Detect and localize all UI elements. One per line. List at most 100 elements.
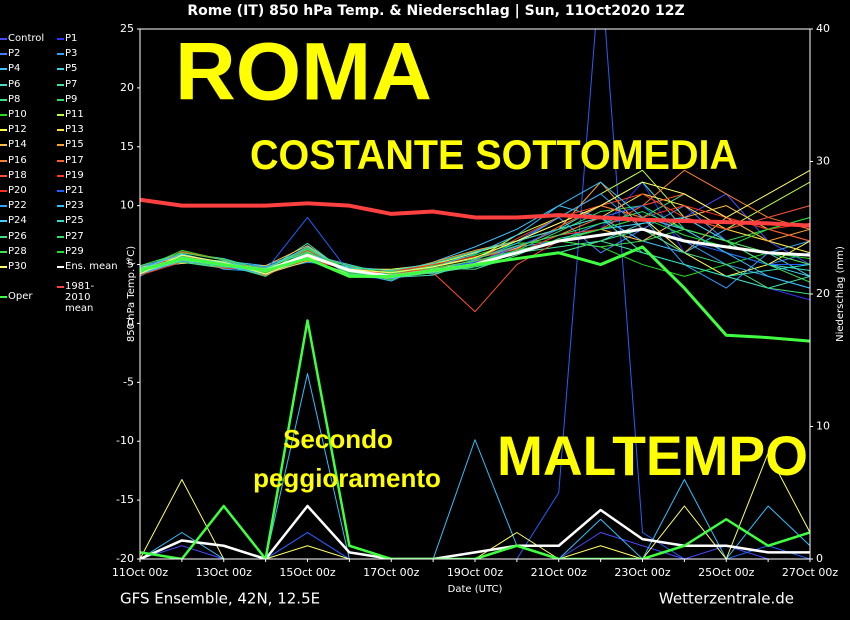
legend-item: P20 <box>0 185 27 196</box>
legend-item: Oper <box>0 291 32 302</box>
legend-item: P11 <box>57 109 84 120</box>
legend-item: P1 <box>57 33 77 44</box>
temp-line <box>140 193 810 289</box>
legend-label: P10 <box>8 109 27 120</box>
legend-item: 1981-2010 mean <box>57 281 119 314</box>
legend-label: Oper <box>8 291 33 303</box>
legend-item: P15 <box>57 139 84 150</box>
legend-swatch <box>57 285 64 288</box>
legend-item: P26 <box>0 231 27 242</box>
x-tick-label: 27Oct 00z <box>782 566 839 579</box>
y-tick-label: -5 <box>123 375 134 388</box>
series-layer <box>140 29 810 559</box>
legend-item: P23 <box>57 200 84 211</box>
legend-item: P22 <box>0 200 27 211</box>
x-tick-label: 15Oct 00z <box>279 566 336 579</box>
precip-line <box>140 319 810 559</box>
legend-label: P15 <box>65 139 84 151</box>
legend-label: P25 <box>65 215 84 227</box>
legend-item: P21 <box>57 185 84 196</box>
y2-tick-label: 30 <box>816 155 830 168</box>
legend-swatch <box>0 220 7 223</box>
temp-line <box>140 181 810 289</box>
legend-item: P29 <box>57 246 84 257</box>
legend-item: P14 <box>0 139 27 150</box>
legend-swatch <box>57 190 64 192</box>
legend-label: P9 <box>65 93 78 105</box>
legend-swatch <box>57 174 64 177</box>
temp-line <box>140 197 810 228</box>
legend-swatch <box>57 68 64 71</box>
legend-label: P24 <box>8 215 27 227</box>
temp-line <box>140 228 810 283</box>
legend-label: P16 <box>8 154 27 166</box>
legend-label: P8 <box>8 93 21 105</box>
legend-label: P7 <box>65 78 78 90</box>
legend-label: P14 <box>8 139 27 151</box>
legend-label: P27 <box>65 230 84 242</box>
legend-swatch <box>0 174 7 177</box>
legend-label: P4 <box>8 63 21 75</box>
legend-swatch <box>0 114 7 116</box>
legend-item: P18 <box>0 170 27 181</box>
legend-item: Control <box>0 33 44 44</box>
legend-label: Ens. mean <box>65 261 118 272</box>
legend-item: P3 <box>57 48 77 59</box>
legend-item: P7 <box>57 79 77 90</box>
legend-swatch <box>0 53 7 56</box>
legend-label: P22 <box>8 200 27 212</box>
legend-item: P5 <box>57 63 77 74</box>
legend-item: P17 <box>57 155 84 166</box>
y2-axis-label: Niederschlag (mm) <box>835 246 846 342</box>
source-right: Wetterzentrale.de <box>659 590 794 608</box>
legend-label: P20 <box>8 185 27 196</box>
legend-swatch <box>0 83 7 86</box>
legend-swatch <box>0 68 7 71</box>
legend-label: P12 <box>8 124 27 136</box>
legend-item: P25 <box>57 215 84 226</box>
temp-line <box>140 169 810 275</box>
legend-swatch <box>57 205 64 208</box>
legend-item: P28 <box>0 246 27 257</box>
legend-label: P2 <box>8 48 21 60</box>
legend-label: P11 <box>65 109 84 120</box>
legend-swatch <box>0 129 7 132</box>
legend-swatch <box>57 129 64 132</box>
legend-label: P30 <box>8 261 27 272</box>
precip-line <box>140 504 810 559</box>
legend-item: P2 <box>0 48 20 59</box>
legend-label: P18 <box>8 169 27 181</box>
x-tick-label: 17Oct 00z <box>363 566 420 579</box>
legend-swatch <box>57 159 64 162</box>
legend-swatch <box>57 250 64 253</box>
temp-line <box>140 245 810 343</box>
y2-tick-label: 10 <box>816 420 830 433</box>
y-tick-label: 25 <box>120 22 134 35</box>
legend-swatch <box>0 250 7 253</box>
legend-swatch <box>0 235 7 238</box>
precip-line <box>140 452 810 559</box>
y-tick-label: 10 <box>120 199 134 212</box>
x-tick-label: 13Oct 00z <box>196 566 253 579</box>
precip-line <box>140 373 810 559</box>
x-tick-label: 25Oct 00z <box>698 566 755 579</box>
y-tick-label: 15 <box>120 140 134 153</box>
x-tick-label: 23Oct 00z <box>614 566 671 579</box>
y-tick-label: -20 <box>116 552 134 565</box>
legend-label: P5 <box>65 63 78 75</box>
y2-tick-label: 0 <box>816 552 823 565</box>
x-tick-label: 21Oct 00z <box>531 566 588 579</box>
annotation-title: ROMA <box>175 27 432 118</box>
legend-item: P9 <box>57 94 77 105</box>
annotation-note: peggioramento <box>253 463 441 493</box>
legend-swatch <box>57 220 64 223</box>
legend-swatch <box>0 296 7 299</box>
legend-label: P6 <box>8 78 21 90</box>
x-axis-label: Date (UTC) <box>448 584 503 595</box>
legend-item: Ens. mean <box>57 261 118 272</box>
legend-label: Control <box>8 33 45 44</box>
legend-swatch <box>57 98 64 101</box>
annotation-note: Secondo <box>283 424 393 454</box>
legend-swatch <box>57 235 64 238</box>
